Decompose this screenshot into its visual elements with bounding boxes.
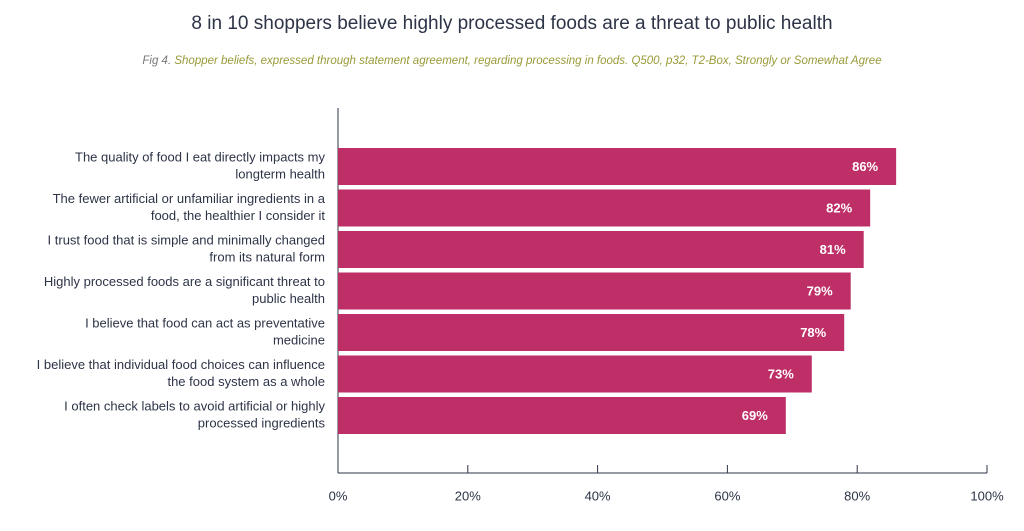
- x-tick-label: 20%: [455, 488, 481, 503]
- category-label: medicine: [273, 332, 325, 347]
- x-tick-label: 0%: [329, 488, 348, 503]
- x-tick-label: 80%: [844, 488, 870, 503]
- bar: [338, 272, 851, 310]
- value-label: 73%: [768, 366, 794, 381]
- category-label: The quality of food I eat directly impac…: [75, 149, 325, 164]
- value-label: 79%: [807, 283, 833, 298]
- category-label: I often check labels to avoid artificial…: [64, 398, 325, 413]
- value-label: 86%: [852, 159, 878, 174]
- value-label: 81%: [820, 242, 846, 257]
- value-label: 78%: [800, 325, 826, 340]
- category-label: I trust food that is simple and minimall…: [48, 232, 325, 247]
- value-label: 69%: [742, 408, 768, 423]
- category-label: The fewer artificial or unfamiliar ingre…: [53, 191, 326, 206]
- bar: [338, 148, 897, 185]
- category-label: Highly processed foods are a significant…: [44, 274, 325, 289]
- category-label: public health: [252, 291, 325, 306]
- chart-title: 8 in 10 shoppers believe highly processe…: [191, 13, 832, 34]
- category-label: I believe that food can act as preventat…: [85, 315, 325, 330]
- category-label: from its natural form: [209, 249, 325, 264]
- value-label: 82%: [826, 200, 852, 215]
- x-tick-label: 100%: [970, 488, 1004, 503]
- bar: [338, 355, 812, 393]
- category-label: the food system as a whole: [167, 374, 325, 389]
- chart-subtitle: Fig 4. Shopper beliefs, expressed throug…: [142, 55, 881, 67]
- category-label: I believe that individual food choices c…: [37, 357, 325, 372]
- bar: [338, 397, 786, 434]
- x-tick-label: 60%: [714, 488, 740, 503]
- bar: [338, 314, 845, 351]
- category-label: processed ingredients: [198, 415, 326, 430]
- subtitle-text: Shopper beliefs, expressed through state…: [174, 55, 881, 67]
- figure-label: Fig 4.: [142, 55, 171, 67]
- bar: [338, 189, 871, 227]
- category-label: longterm health: [235, 166, 325, 181]
- category-label: food, the healthier I consider it: [151, 208, 326, 223]
- x-tick-label: 40%: [585, 488, 611, 503]
- bar: [338, 231, 864, 268]
